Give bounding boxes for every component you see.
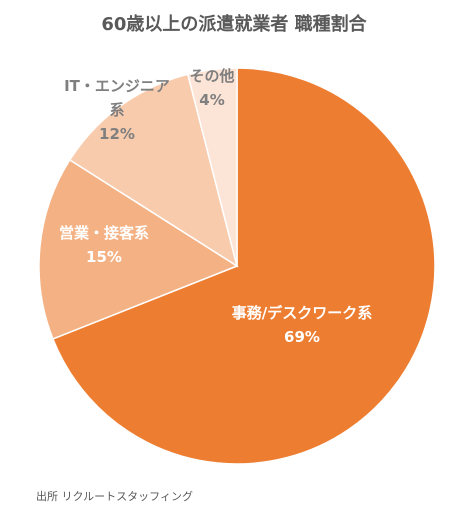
slice-label-2: IT・エンジニア系 12% xyxy=(64,77,170,143)
slice-category-label-1: 営業・接客系 xyxy=(59,224,149,242)
slice-label-3: その他 4% xyxy=(189,67,234,109)
pie-slice-2 xyxy=(68,73,239,268)
slice-value-label-3: 4% xyxy=(199,91,224,109)
pie-slices xyxy=(38,67,436,465)
slice-category-label-2: 系 xyxy=(109,101,124,119)
slice-category-label-3: その他 xyxy=(189,67,234,85)
pie-slice-0 xyxy=(51,67,436,465)
pie-labels: 事務/デスクワーク系 69% 営業・接客系 15% IT・エンジニア系 12% その他 4% xyxy=(59,67,372,346)
slice-value-label-1: 15% xyxy=(86,248,122,266)
slice-category-label-0: 事務/デスクワーク系 xyxy=(232,304,372,322)
source-note: 出所 リクルートスタッフィング xyxy=(36,490,193,503)
slice-label-0: 事務/デスクワーク系 69% xyxy=(232,304,372,346)
slice-value-label-2: 12% xyxy=(99,125,135,143)
slice-category-label-2: IT・エンジニア xyxy=(64,77,170,95)
pie-slice-1 xyxy=(38,158,239,340)
pie-slice-3 xyxy=(186,67,238,267)
slice-label-1: 営業・接客系 15% xyxy=(59,224,149,266)
slice-value-label-0: 69% xyxy=(284,328,320,346)
chart-title: 60歳以上の派遣就業者 職種割合 xyxy=(101,14,367,35)
